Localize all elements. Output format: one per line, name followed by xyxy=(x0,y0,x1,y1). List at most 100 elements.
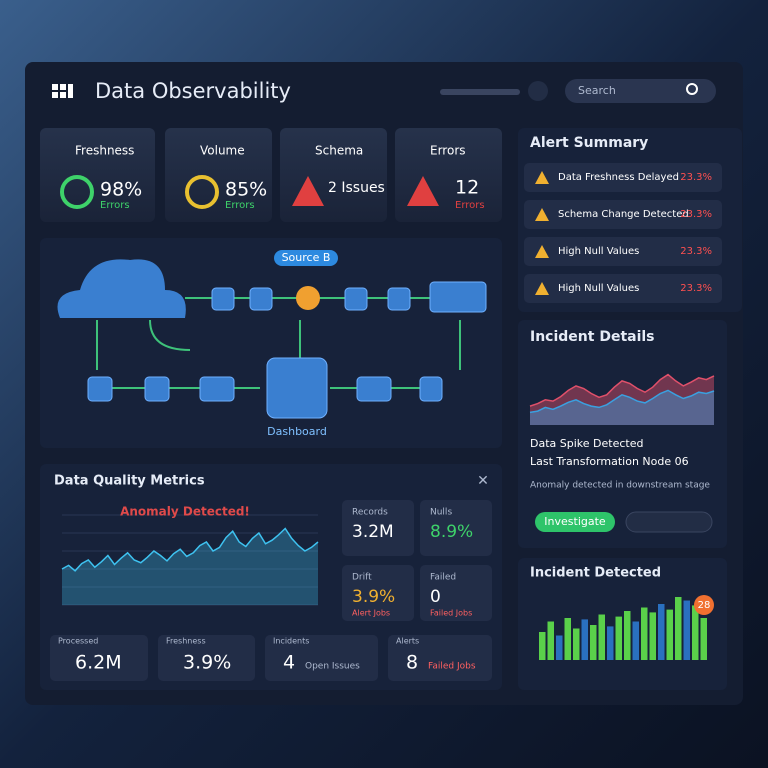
chart-line xyxy=(529,389,715,414)
badge xyxy=(694,595,714,615)
status-card xyxy=(280,128,387,222)
tile-sub: Failed Jobs xyxy=(430,609,472,618)
investigate-button[interactable] xyxy=(535,512,615,532)
incident-details-panel xyxy=(518,320,727,548)
bar xyxy=(547,621,554,660)
alert-icon xyxy=(535,208,549,221)
search-box[interactable] xyxy=(565,79,716,103)
bar xyxy=(692,605,699,660)
tile-value: 3.2M xyxy=(352,522,394,542)
bar xyxy=(632,621,639,660)
bar xyxy=(615,616,622,660)
bar xyxy=(564,618,571,660)
tile-label: Nulls xyxy=(430,508,452,518)
metric-tile xyxy=(420,500,492,556)
close-icon[interactable]: ✕ xyxy=(477,473,489,489)
tile-label: Records xyxy=(352,508,388,518)
page-title: Data Observability xyxy=(95,79,291,103)
incident-note: Anomaly detected in downstream stage xyxy=(530,481,710,491)
card-label: Errors xyxy=(430,144,466,158)
incident-detected-title: Incident Detected xyxy=(530,566,661,581)
bar xyxy=(624,611,631,660)
search-icon[interactable] xyxy=(528,81,548,101)
stat-value: 6.2M xyxy=(75,652,122,674)
alert-row[interactable] xyxy=(524,163,722,192)
stat-tile xyxy=(158,635,255,681)
status-card xyxy=(165,128,272,222)
alert-value: 23.3% xyxy=(680,209,712,220)
pipeline-alert-node xyxy=(296,286,320,310)
card-sub: Errors xyxy=(100,200,130,211)
card-label: Freshness xyxy=(75,144,134,158)
chart-area xyxy=(530,390,714,425)
metric-tile xyxy=(342,500,414,556)
incident-detail: Last Transformation Node 06 xyxy=(530,455,689,468)
alerts-title: Alert Summary xyxy=(530,135,648,151)
source-pill xyxy=(274,250,338,266)
warning-icon xyxy=(292,176,324,206)
alert-row[interactable] xyxy=(524,237,722,266)
bar xyxy=(700,618,707,660)
card-value: 12 xyxy=(455,177,479,199)
bar xyxy=(607,626,614,660)
search-placeholder: Search xyxy=(578,84,616,97)
card-label: Volume xyxy=(200,144,245,158)
card-value: 98% xyxy=(100,179,142,201)
secondary-button[interactable] xyxy=(625,511,713,533)
bar xyxy=(573,628,580,660)
alert-row[interactable] xyxy=(524,274,722,303)
bar xyxy=(539,632,546,660)
alert-row[interactable] xyxy=(524,200,722,229)
alert-value: 23.3% xyxy=(680,283,712,294)
incident-details-title: Incident Details xyxy=(530,329,655,345)
bar xyxy=(658,604,665,660)
status-card xyxy=(40,128,155,222)
search-glass xyxy=(686,83,698,95)
cloud xyxy=(57,259,186,318)
stat-tile xyxy=(265,635,378,681)
stat-value: 3.9% xyxy=(183,652,231,674)
alert-value: 23.3% xyxy=(680,246,712,257)
tile-label: Drift xyxy=(352,573,372,583)
stat-label: Freshness xyxy=(166,637,206,646)
card-sub: Errors xyxy=(455,200,485,211)
bar xyxy=(581,619,588,660)
stat-value: 4 xyxy=(283,652,295,674)
card-label: Schema xyxy=(315,144,363,158)
stat-sub: Failed Jobs xyxy=(428,662,476,672)
alert-icon xyxy=(535,245,549,258)
bar xyxy=(598,614,605,660)
card-sub: Errors xyxy=(225,200,255,211)
check-icon xyxy=(60,175,94,209)
tile-value: 3.9% xyxy=(352,587,395,607)
bar xyxy=(649,612,656,660)
tile-value: 0 xyxy=(430,587,441,607)
card-value: 85% xyxy=(225,179,267,201)
warning-icon xyxy=(407,176,439,206)
investigate-label: Investigate xyxy=(544,515,606,528)
anomaly-label: Anomaly Detected! xyxy=(120,505,250,519)
alert-name: Data Freshness Delayed xyxy=(558,172,679,183)
metric-tile xyxy=(342,565,414,621)
chart-area xyxy=(530,374,714,425)
stat-label: Alerts xyxy=(396,637,419,646)
header-bar xyxy=(440,89,520,95)
alert-icon xyxy=(535,282,549,295)
status-card xyxy=(395,128,502,222)
alert-name: High Null Values xyxy=(558,246,639,257)
stat-label: Incidents xyxy=(273,637,309,646)
bar xyxy=(641,607,648,660)
check-icon xyxy=(185,175,219,209)
bar xyxy=(683,600,690,660)
alert-icon xyxy=(535,171,549,184)
sink-label: Dashboard xyxy=(267,425,327,438)
tile-label: Failed xyxy=(430,573,456,583)
bar xyxy=(590,625,597,660)
quality-title: Data Quality Metrics xyxy=(54,474,205,489)
alert-value: 23.3% xyxy=(680,172,712,183)
bar xyxy=(666,609,673,660)
card-value: 2 Issues xyxy=(328,180,385,196)
stat-tile xyxy=(388,635,492,681)
badge-text: 28 xyxy=(698,600,711,611)
